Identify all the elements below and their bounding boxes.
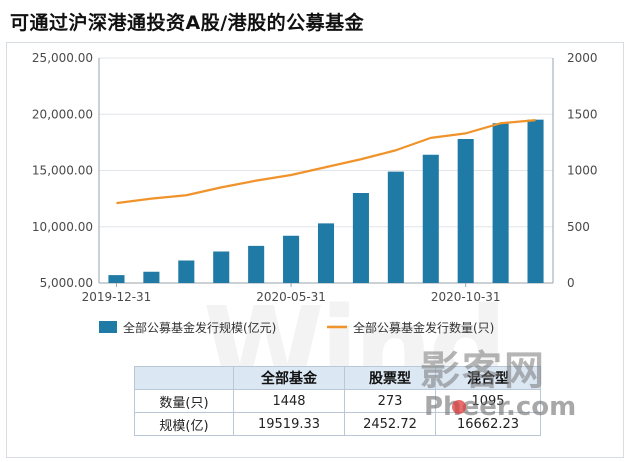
y-right-tick-label: 500 [567, 220, 590, 234]
watermark-dot-icon [452, 400, 466, 414]
bar [492, 123, 509, 283]
cell-scale-all: 19519.33 [233, 412, 345, 436]
row-label-scale: 规模(亿) [134, 412, 234, 436]
bar [422, 154, 439, 283]
bar [317, 223, 335, 283]
legend-bar-swatch [99, 321, 117, 333]
legend-bar-label: 全部公募基金发行规模(亿元) [123, 320, 276, 335]
row-label-count: 数量(只) [134, 389, 234, 413]
y-left-tick-label: 5,000.00 [40, 276, 93, 290]
bar [248, 245, 265, 283]
combo-chart: 5,000.00 0 10,000.00 500 15,000.00 1000 20,000… [32, 51, 598, 335]
legend-line-label: 全部公募基金发行数量(只) [353, 320, 494, 335]
x-tick-label: 2019-12-31 [82, 290, 152, 304]
fund-stats-table: 全部基金 股票型 混合型 数量(只) 1448 273 1095 规模(亿) 1… [134, 366, 541, 436]
bar [143, 271, 160, 283]
table-row: 数量(只) 1448 273 1095 [134, 389, 541, 413]
y-right-tick-label: 2000 [567, 51, 598, 65]
watermark-cn-text: 影客网 [420, 348, 546, 394]
page-title: 可通过沪深港通投资A股/港股的公募基金 [10, 12, 365, 34]
bar [457, 139, 474, 283]
watermark-en-text: Pheer.com [424, 392, 577, 422]
y-left-tick-label: 20,000.00 [32, 107, 93, 121]
y-left-tick-label: 25,000.00 [32, 51, 93, 65]
y-right-tick-label: 1000 [567, 164, 598, 178]
bar [213, 251, 230, 283]
table-header-blank [134, 366, 234, 390]
x-tick-label: 2020-10-31 [431, 290, 501, 304]
bar [283, 235, 300, 283]
y-right-tick-label: 0 [567, 276, 575, 290]
y-right-tick-label: 1500 [567, 107, 598, 121]
count-line [116, 119, 536, 205]
table-header-all: 全部基金 [233, 366, 345, 390]
cell-scale-mixed: 16662.23 [435, 412, 541, 436]
bar [178, 260, 195, 283]
bar [352, 193, 369, 283]
site-watermark: 影客网 Pheer.com [420, 338, 620, 428]
cell-count-all: 1448 [233, 389, 345, 413]
cell-count-stock: 273 [344, 389, 436, 413]
y-left-tick-label: 10,000.00 [32, 220, 93, 234]
table-header-mixed: 混合型 [435, 366, 541, 390]
cell-scale-stock: 2452.72 [344, 412, 436, 436]
bar [387, 171, 404, 283]
bar [527, 119, 544, 284]
y-left-tick-label: 15,000.00 [32, 164, 93, 178]
x-tick-label: 2020-05-31 [256, 290, 326, 304]
table-row: 规模(亿) 19519.33 2452.72 16662.23 [134, 412, 541, 436]
bar [108, 275, 125, 283]
